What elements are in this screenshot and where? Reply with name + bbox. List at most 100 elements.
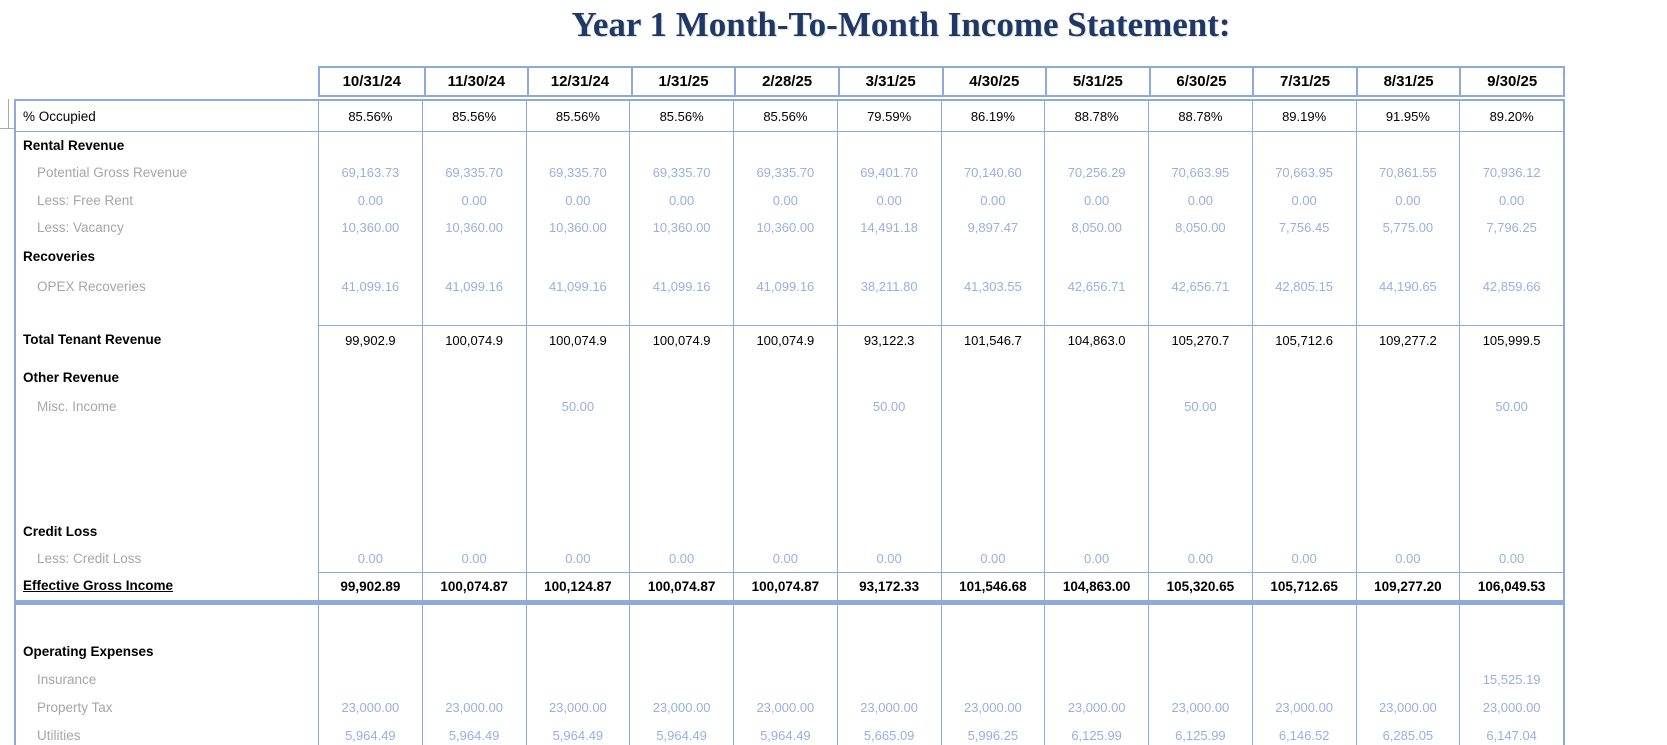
cell[interactable]: 5,964.49 <box>525 721 630 745</box>
row-label-potential-gross-revenue[interactable]: Potential Gross Revenue <box>37 164 188 180</box>
cell[interactable]: 88.78% <box>1148 101 1252 132</box>
row-label-other-revenue[interactable]: Other Revenue <box>23 369 120 385</box>
cell[interactable]: 23,000.00 <box>421 693 526 721</box>
cell[interactable]: 105,320.65 <box>1148 572 1252 600</box>
cell[interactable]: 79.59% <box>836 101 941 132</box>
cell[interactable] <box>421 132 526 158</box>
cell[interactable]: 50.00 <box>1459 392 1563 420</box>
cell[interactable] <box>1148 241 1252 271</box>
cell[interactable] <box>1044 132 1148 158</box>
cell[interactable] <box>629 420 733 518</box>
cell[interactable] <box>733 392 837 420</box>
cell[interactable]: 23,000.00 <box>318 693 422 721</box>
cell[interactable] <box>1251 518 1356 544</box>
cell[interactable] <box>629 665 733 693</box>
cell[interactable] <box>421 301 526 325</box>
cell[interactable] <box>629 637 733 665</box>
cell[interactable]: 105,999.5 <box>1459 325 1563 354</box>
cell[interactable]: 105,712.65 <box>1251 572 1356 600</box>
cell[interactable] <box>836 354 941 362</box>
cell[interactable] <box>629 132 733 158</box>
cell[interactable]: 105,712.6 <box>1251 325 1356 354</box>
cell[interactable]: 100,074.87 <box>629 572 733 600</box>
cell[interactable] <box>940 392 1045 420</box>
cell[interactable]: 101,546.68 <box>940 572 1045 600</box>
cell[interactable]: 0.00 <box>940 544 1045 572</box>
cell[interactable]: 106,049.53 <box>1459 572 1563 600</box>
cell[interactable]: 100,074.87 <box>733 572 837 600</box>
cell[interactable] <box>1459 132 1563 158</box>
cell[interactable] <box>1355 518 1460 544</box>
column-header-9-30-25[interactable]: 9/30/25 <box>1459 68 1563 95</box>
cell[interactable]: 50.00 <box>1148 392 1252 420</box>
cell[interactable] <box>1148 665 1252 693</box>
cell[interactable]: 70,663.95 <box>1148 158 1252 186</box>
cell[interactable] <box>318 362 422 392</box>
row-label-operating-expenses[interactable]: Operating Expenses <box>23 643 154 659</box>
cell[interactable] <box>318 605 422 637</box>
cell[interactable] <box>421 362 526 392</box>
cell[interactable]: 5,996.25 <box>940 721 1045 745</box>
cell[interactable]: 6,146.52 <box>1251 721 1356 745</box>
column-header-11-30-24[interactable]: 11/30/24 <box>423 68 528 95</box>
cell[interactable] <box>733 362 837 392</box>
cell[interactable] <box>733 637 837 665</box>
cell[interactable]: 38,211.80 <box>836 271 941 301</box>
cell[interactable] <box>836 637 941 665</box>
cell[interactable]: 0.00 <box>1044 544 1148 572</box>
cell[interactable] <box>318 518 422 544</box>
cell[interactable]: 42,805.15 <box>1251 271 1356 301</box>
cell[interactable] <box>940 354 1045 362</box>
cell[interactable] <box>1459 637 1563 665</box>
cell[interactable]: 89.19% <box>1251 101 1356 132</box>
cell[interactable]: 104,863.0 <box>1044 325 1148 354</box>
cell[interactable]: 69,335.70 <box>629 158 733 186</box>
cell[interactable] <box>318 132 422 158</box>
cell[interactable] <box>1044 301 1148 325</box>
cell[interactable] <box>1044 420 1148 518</box>
cell[interactable] <box>940 637 1045 665</box>
column-header-1-31-25[interactable]: 1/31/25 <box>630 68 735 95</box>
cell[interactable] <box>421 420 526 518</box>
cell[interactable] <box>1355 301 1460 325</box>
cell[interactable] <box>1044 354 1148 362</box>
cell[interactable] <box>421 241 526 271</box>
cell[interactable] <box>1251 362 1356 392</box>
cell[interactable] <box>1251 132 1356 158</box>
cell[interactable] <box>318 420 422 518</box>
cell[interactable] <box>525 241 630 271</box>
cell[interactable]: 69,335.70 <box>733 158 837 186</box>
row-label-total-tenant-revenue[interactable]: Total Tenant Revenue <box>23 331 162 347</box>
cell[interactable] <box>940 301 1045 325</box>
cell[interactable]: 0.00 <box>940 186 1045 214</box>
cell[interactable]: 0.00 <box>733 544 837 572</box>
cell[interactable] <box>525 637 630 665</box>
cell[interactable] <box>733 420 837 518</box>
cell[interactable]: 70,256.29 <box>1044 158 1148 186</box>
cell[interactable] <box>1251 241 1356 271</box>
cell[interactable]: 99,902.9 <box>318 325 422 354</box>
column-header-4-30-25[interactable]: 4/30/25 <box>941 68 1046 95</box>
cell[interactable]: 70,861.55 <box>1355 158 1460 186</box>
column-header-2-28-25[interactable]: 2/28/25 <box>734 68 838 95</box>
cell[interactable] <box>1148 420 1252 518</box>
cell[interactable] <box>836 362 941 392</box>
cell[interactable] <box>421 392 526 420</box>
row-label-less-credit-loss[interactable]: Less: Credit Loss <box>37 550 142 566</box>
row-label-occupied[interactable]: % Occupied <box>16 101 318 132</box>
cell[interactable]: 91.95% <box>1355 101 1460 132</box>
cell[interactable]: 5,964.49 <box>733 721 837 745</box>
cell[interactable]: 10,360.00 <box>421 214 526 241</box>
cell[interactable]: 10,360.00 <box>525 214 630 241</box>
cell[interactable] <box>1251 420 1356 518</box>
cell[interactable] <box>1355 420 1460 518</box>
cell[interactable]: 41,099.16 <box>733 271 837 301</box>
cell[interactable]: 93,122.3 <box>836 325 941 354</box>
cell[interactable]: 5,964.49 <box>318 721 422 745</box>
cell[interactable]: 69,335.70 <box>525 158 630 186</box>
cell[interactable]: 85.56% <box>525 101 630 132</box>
row-label-rental-revenue[interactable]: Rental Revenue <box>23 137 125 153</box>
column-header-10-31-24[interactable]: 10/31/24 <box>342 73 401 90</box>
cell[interactable] <box>733 301 837 325</box>
cell[interactable] <box>318 665 422 693</box>
